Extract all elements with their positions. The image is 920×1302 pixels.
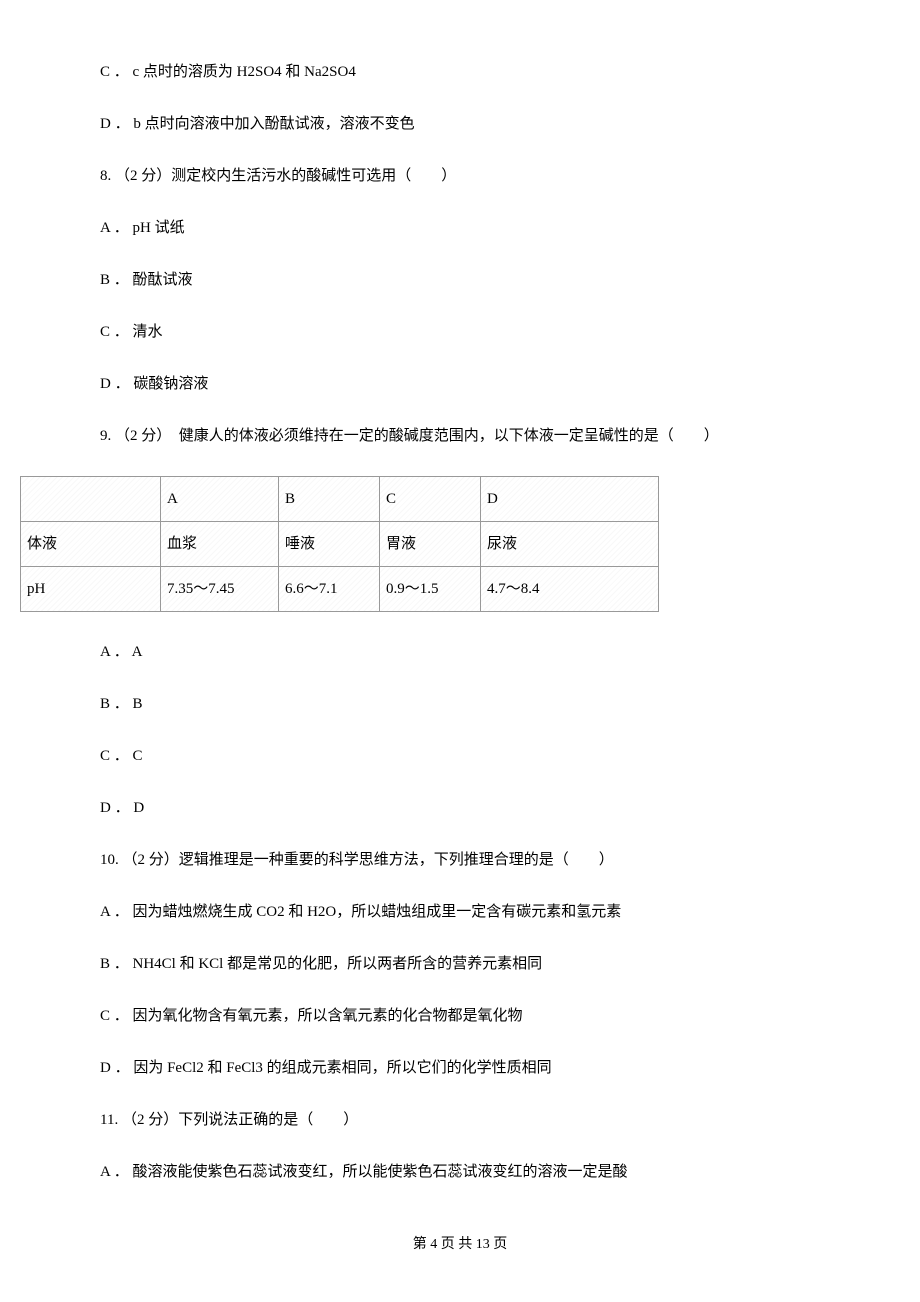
table-cell: A xyxy=(161,477,279,522)
table-cell xyxy=(21,477,161,522)
table-row: pH 7.35～7.45 6.6～7.1 0.9～1.5 4.7～8.4 xyxy=(21,567,659,612)
q9-option-b: B ． B xyxy=(100,692,820,716)
table-cell: pH xyxy=(21,567,161,612)
table-cell: 6.6～7.1 xyxy=(279,567,380,612)
q10-option-c: C ． 因为氧化物含有氧元素，所以含氧元素的化合物都是氧化物 xyxy=(100,1004,820,1028)
q8-option-c: C ． 清水 xyxy=(100,320,820,344)
question-10: 10. （2 分）逻辑推理是一种重要的科学思维方法，下列推理合理的是（ ） xyxy=(100,848,820,872)
q9-option-d: D ． D xyxy=(100,796,820,820)
table-cell: 0.9～1.5 xyxy=(380,567,481,612)
q7-option-d: D ． b 点时向溶液中加入酚酞试液，溶液不变色 xyxy=(100,112,820,136)
table-cell: 4.7～8.4 xyxy=(481,567,659,612)
table-cell: D xyxy=(481,477,659,522)
table-row: A B C D xyxy=(21,477,659,522)
table-cell: 7.35～7.45 xyxy=(161,567,279,612)
q10-option-a: A ． 因为蜡烛燃烧生成 CO2 和 H2O，所以蜡烛组成里一定含有碳元素和氢元… xyxy=(100,900,820,924)
q8-option-a: A ． pH 试纸 xyxy=(100,216,820,240)
table-cell: 血浆 xyxy=(161,522,279,567)
q9-table: A B C D 体液 血浆 唾液 胃液 尿液 pH 7.35～7.45 6.6～… xyxy=(20,476,820,612)
q10-option-b: B ． NH4Cl 和 KCl 都是常见的化肥，所以两者所含的营养元素相同 xyxy=(100,952,820,976)
table-cell: 胃液 xyxy=(380,522,481,567)
q8-option-d: D ． 碳酸钠溶液 xyxy=(100,372,820,396)
q8-option-b: B ． 酚酞试液 xyxy=(100,268,820,292)
q11-option-a: A ． 酸溶液能使紫色石蕊试液变红，所以能使紫色石蕊试液变红的溶液一定是酸 xyxy=(100,1160,820,1184)
question-9: 9. （2 分） 健康人的体液必须维持在一定的酸碱度范围内，以下体液一定呈碱性的… xyxy=(100,424,820,448)
q9-option-c: C ． C xyxy=(100,744,820,768)
table-cell: B xyxy=(279,477,380,522)
table-cell: 唾液 xyxy=(279,522,380,567)
q9-option-a: A ． A xyxy=(100,640,820,664)
q10-option-d: D ． 因为 FeCl2 和 FeCl3 的组成元素相同，所以它们的化学性质相同 xyxy=(100,1056,820,1080)
question-8: 8. （2 分）测定校内生活污水的酸碱性可选用（ ） xyxy=(100,164,820,188)
table-cell: 尿液 xyxy=(481,522,659,567)
page-footer: 第 4 页 共 13 页 xyxy=(100,1234,820,1256)
table-cell: C xyxy=(380,477,481,522)
question-11: 11. （2 分）下列说法正确的是（ ） xyxy=(100,1108,820,1132)
q7-option-c: C ． c 点时的溶质为 H2SO4 和 Na2SO4 xyxy=(100,60,820,84)
table-row: 体液 血浆 唾液 胃液 尿液 xyxy=(21,522,659,567)
table-cell: 体液 xyxy=(21,522,161,567)
